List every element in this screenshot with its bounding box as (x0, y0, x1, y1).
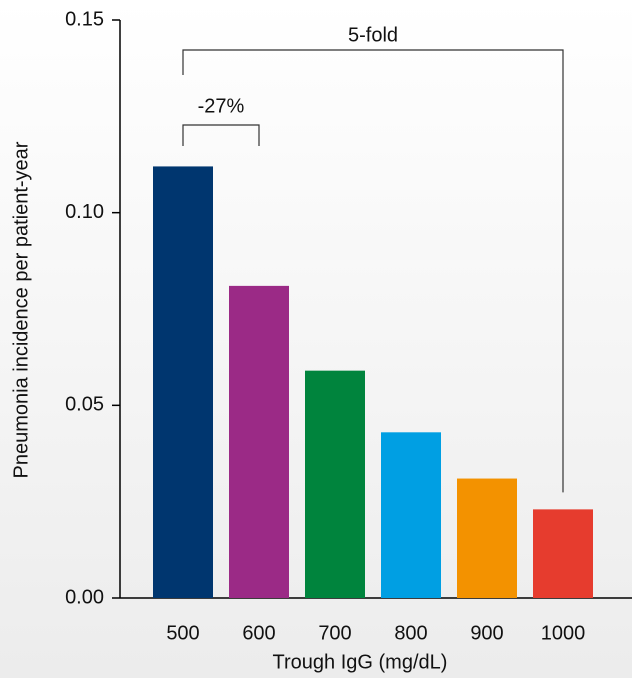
x-tick-label: 500 (166, 622, 199, 644)
x-tick-label: 800 (394, 622, 427, 644)
x-axis-title: Trough IgG (mg/dL) (273, 651, 448, 673)
bracket (182, 124, 260, 146)
annotation: 5-fold (348, 24, 398, 46)
y-axis-title: Pneumonia incidence per patient-year (10, 141, 32, 478)
x-tick-label: 700 (318, 622, 351, 644)
x-tick-label: 900 (470, 622, 503, 644)
y-tick-label: 0.15 (65, 8, 104, 30)
bar (305, 370, 365, 598)
bar (533, 509, 593, 598)
bracket (182, 49, 564, 493)
y-tick-label: 0.00 (65, 586, 104, 608)
x-tick-label: 1000 (541, 622, 586, 644)
bar (381, 432, 441, 598)
y-tick-label: 0.05 (65, 394, 104, 416)
bar (153, 166, 213, 598)
bar (229, 285, 289, 598)
y-tick-label: 0.10 (65, 201, 104, 223)
annotation: -27% (198, 95, 245, 117)
x-tick-label: 600 (242, 622, 275, 644)
bar (457, 478, 517, 598)
